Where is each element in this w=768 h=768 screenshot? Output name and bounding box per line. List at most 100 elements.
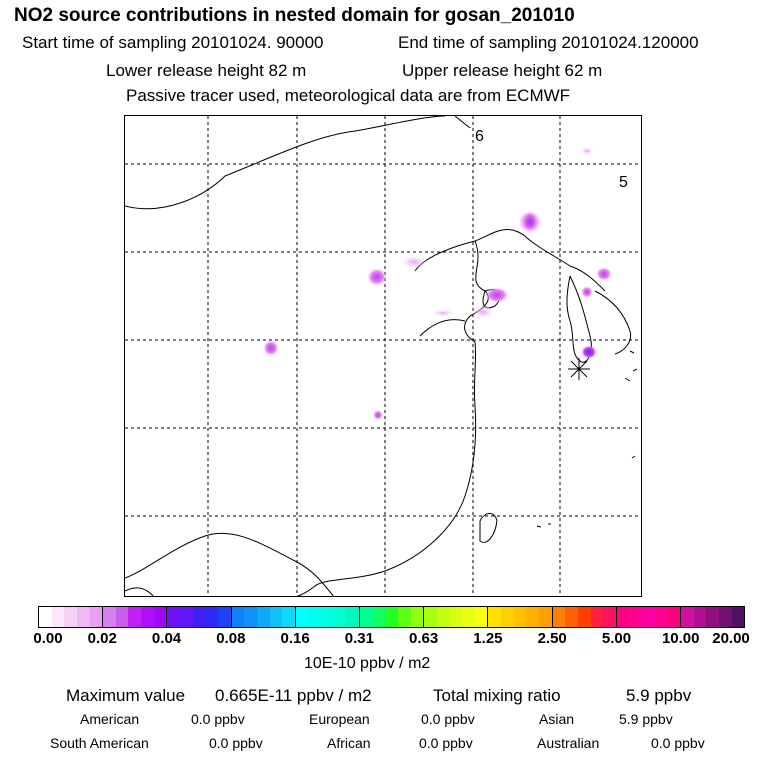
colorbar-swatch [167,607,181,627]
colorbar-tick-label: 10.00 [661,630,700,647]
colorbar-swatch [141,607,154,627]
colorbar-swatch [424,607,437,627]
colorbar-swatch [590,607,604,627]
colorbar-swatch [128,607,142,627]
colorbar-swatch [269,607,283,627]
colorbar-swatch [346,607,361,627]
map-panel: 6 5 [124,115,642,597]
colorbar-swatch [462,607,475,627]
colorbar-swatch [244,607,257,627]
upper-release-height: Upper release height 62 m [402,61,603,80]
colorbar-tick-label: 0.31 [344,630,374,647]
colorbar-swatch [731,607,745,627]
region-name: African [327,735,371,751]
start-time: Start time of sampling 20101024. 90000 [22,33,324,52]
colorbar-tick-label: 0.04 [151,630,182,647]
colorbar-swatch [282,607,296,627]
colorbar-tick-label: 5.00 [601,630,632,647]
colorbar-swatch [538,607,553,627]
region-name: Australian [537,735,600,751]
plume [263,340,279,356]
colorbar-swatch [115,607,129,627]
colorbar-tick-label: 0.08 [216,630,246,647]
colorbar-swatch [321,607,334,627]
colorbar-tick-label: 2.50 [537,630,567,647]
colorbar-swatch [39,607,52,627]
colorbar-swatch [501,607,514,627]
plume [373,410,383,420]
region-name: Asian [539,711,575,727]
plume [581,345,597,359]
colorbar-swatch [526,607,539,627]
plume [431,309,455,317]
colorbar-swatch [103,607,116,627]
colorbar-swatch [642,607,655,627]
receptor-marker-icon [568,358,590,380]
colorbar-swatch [449,607,463,627]
colorbar-swatch [217,607,232,627]
plume [471,305,495,319]
colorbar-tick-label: 20.00 [712,630,750,647]
plume [596,267,612,281]
colorbar-swatch [474,607,489,627]
colorbar-swatch [410,607,425,627]
colorbar-swatch [205,607,218,627]
total-mixing-label: Total mixing ratio [433,686,561,705]
plume [367,268,387,286]
colorbar-swatch [616,607,630,627]
colorbar-swatch [256,607,270,627]
colorbar-swatch [231,607,245,627]
map-canvas: 6 5 [125,116,641,596]
region-value: 0.0 ppbv [421,711,475,727]
contour-label-5: 5 [619,174,628,191]
region-value: 0.0 ppbv [651,735,705,751]
colorbar [38,606,745,628]
colorbar-swatch [667,607,682,627]
plume [581,286,593,298]
colorbar-swatch [180,607,193,627]
colorbar-tick-label: 0.02 [87,630,117,647]
figure-title: NO2 source contributions in nested domai… [14,5,575,26]
total-mixing-value: 5.9 ppbv [626,686,692,705]
colorbar-swatch [192,607,206,627]
region-name: South American [50,735,149,751]
colorbar-swatch [360,607,373,627]
region-value: 5.9 ppbv [619,711,673,727]
colorbar-swatch [654,607,668,627]
colorbar-swatch [513,607,527,627]
colorbar-swatch [488,607,502,627]
colorbar-swatch [153,607,168,627]
max-value: 0.665E-11 ppbv / m2 [215,686,372,705]
region-name: European [309,711,370,727]
region-value: 0.0 ppbv [209,735,263,751]
colorbar-swatch [565,607,578,627]
lower-release-height: Lower release height 82 m [106,61,307,80]
concentration-plumes [263,147,612,420]
colorbar-swatch [385,607,398,627]
colorbar-tick-label: 0.16 [280,630,310,647]
colorbar-swatch [706,607,719,627]
colorbar-swatch [76,607,90,627]
contour-label-6: 6 [475,128,484,145]
colorbar-swatch [718,607,732,627]
end-time: End time of sampling 20101024.120000 [398,33,699,52]
tracer-note: Passive tracer used, meteorological data… [126,86,571,105]
colorbar-tick-label: 0.63 [409,630,439,647]
colorbar-swatch [397,607,411,627]
colorbar-swatch [308,607,322,627]
plume [580,147,594,155]
colorbar-swatch [603,607,617,627]
colorbar-swatch [577,607,591,627]
colorbar-swatch [295,607,309,627]
region-value: 0.0 ppbv [419,735,473,751]
colorbar-swatch [681,607,694,627]
max-value-label: Maximum value [66,686,186,705]
colorbar-swatch [552,607,566,627]
region-name: American [80,711,140,727]
colorbar-swatch [629,607,643,627]
colorbar-tick-label: 0.00 [33,630,63,647]
colorbar-swatch [89,607,104,627]
plume [485,287,509,303]
colorbar-tick-label: 1.25 [473,630,503,647]
